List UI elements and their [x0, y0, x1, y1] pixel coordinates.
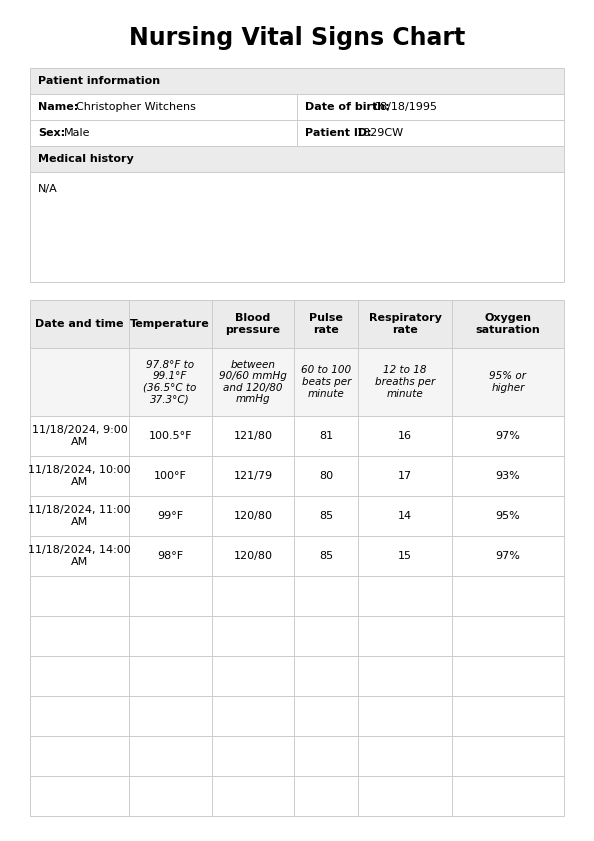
Bar	[30, 68, 564, 94]
Text: Blood
pressure: Blood pressure	[226, 313, 280, 335]
Bar	[30, 348, 564, 416]
Bar	[30, 300, 564, 348]
Text: 11/18/2024, 9:00
AM: 11/18/2024, 9:00 AM	[31, 426, 127, 447]
Text: 100°F: 100°F	[154, 471, 187, 481]
Text: Patient ID:: Patient ID:	[305, 128, 372, 138]
Text: 99°F: 99°F	[157, 511, 183, 521]
Text: Pulse
rate: Pulse rate	[309, 313, 343, 335]
Text: Christopher Witchens: Christopher Witchens	[76, 102, 196, 112]
Bar	[30, 94, 564, 120]
Text: 85: 85	[320, 551, 333, 561]
Text: Nursing Vital Signs Chart: Nursing Vital Signs Chart	[129, 26, 465, 50]
Text: Oxygen
saturation: Oxygen saturation	[476, 313, 541, 335]
Text: Medical history: Medical history	[38, 154, 134, 164]
Text: Temperature: Temperature	[130, 319, 210, 329]
Text: Date and time: Date and time	[35, 319, 124, 329]
Text: 93%: 93%	[495, 471, 520, 481]
Bar	[30, 616, 564, 656]
Text: 97.8°F to
99.1°F
(36.5°C to
37.3°C): 97.8°F to 99.1°F (36.5°C to 37.3°C)	[144, 360, 197, 405]
Text: N/A: N/A	[38, 184, 58, 194]
Bar	[30, 172, 564, 282]
Text: Male: Male	[64, 128, 90, 138]
Bar	[30, 496, 564, 536]
Text: 120/80: 120/80	[233, 551, 273, 561]
Text: Date of birth:: Date of birth:	[305, 102, 390, 112]
Bar	[30, 776, 564, 816]
Bar	[30, 736, 564, 776]
Text: 98°F: 98°F	[157, 551, 183, 561]
Text: 85: 85	[320, 511, 333, 521]
Text: 95% or
higher: 95% or higher	[489, 371, 526, 393]
Text: 15: 15	[398, 551, 412, 561]
Text: 97%: 97%	[495, 431, 520, 441]
Text: Respiratory
rate: Respiratory rate	[369, 313, 441, 335]
Text: Patient information: Patient information	[38, 76, 160, 86]
Text: 08/18/1995: 08/18/1995	[373, 102, 437, 112]
Text: 80: 80	[320, 471, 333, 481]
Text: 17: 17	[398, 471, 412, 481]
Bar	[30, 146, 564, 172]
Text: 12 to 18
breaths per
minute: 12 to 18 breaths per minute	[375, 365, 435, 399]
Text: 81: 81	[320, 431, 333, 441]
Bar	[30, 456, 564, 496]
Text: 121/80: 121/80	[233, 431, 273, 441]
Text: between
90/60 mmHg
and 120/80
mmHg: between 90/60 mmHg and 120/80 mmHg	[219, 360, 287, 405]
Text: 11/18/2024, 14:00
AM: 11/18/2024, 14:00 AM	[28, 545, 131, 567]
Text: 11/18/2024, 11:00
AM: 11/18/2024, 11:00 AM	[28, 505, 131, 526]
Text: Name:: Name:	[38, 102, 78, 112]
Text: Sex:: Sex:	[38, 128, 65, 138]
Bar	[30, 416, 564, 456]
Bar	[30, 536, 564, 576]
Text: 120/80: 120/80	[233, 511, 273, 521]
Text: 95%: 95%	[495, 511, 520, 521]
Text: 14: 14	[398, 511, 412, 521]
Text: 121/79: 121/79	[233, 471, 273, 481]
Text: 60 to 100
beats per
minute: 60 to 100 beats per minute	[301, 365, 352, 399]
Bar	[30, 656, 564, 696]
Text: 100.5°F: 100.5°F	[148, 431, 192, 441]
Text: 16: 16	[398, 431, 412, 441]
Bar	[30, 696, 564, 736]
Bar	[30, 120, 564, 146]
Text: 97%: 97%	[495, 551, 520, 561]
Bar	[30, 576, 564, 616]
Text: 1829CW: 1829CW	[357, 128, 404, 138]
Text: 11/18/2024, 10:00
AM: 11/18/2024, 10:00 AM	[28, 465, 131, 487]
